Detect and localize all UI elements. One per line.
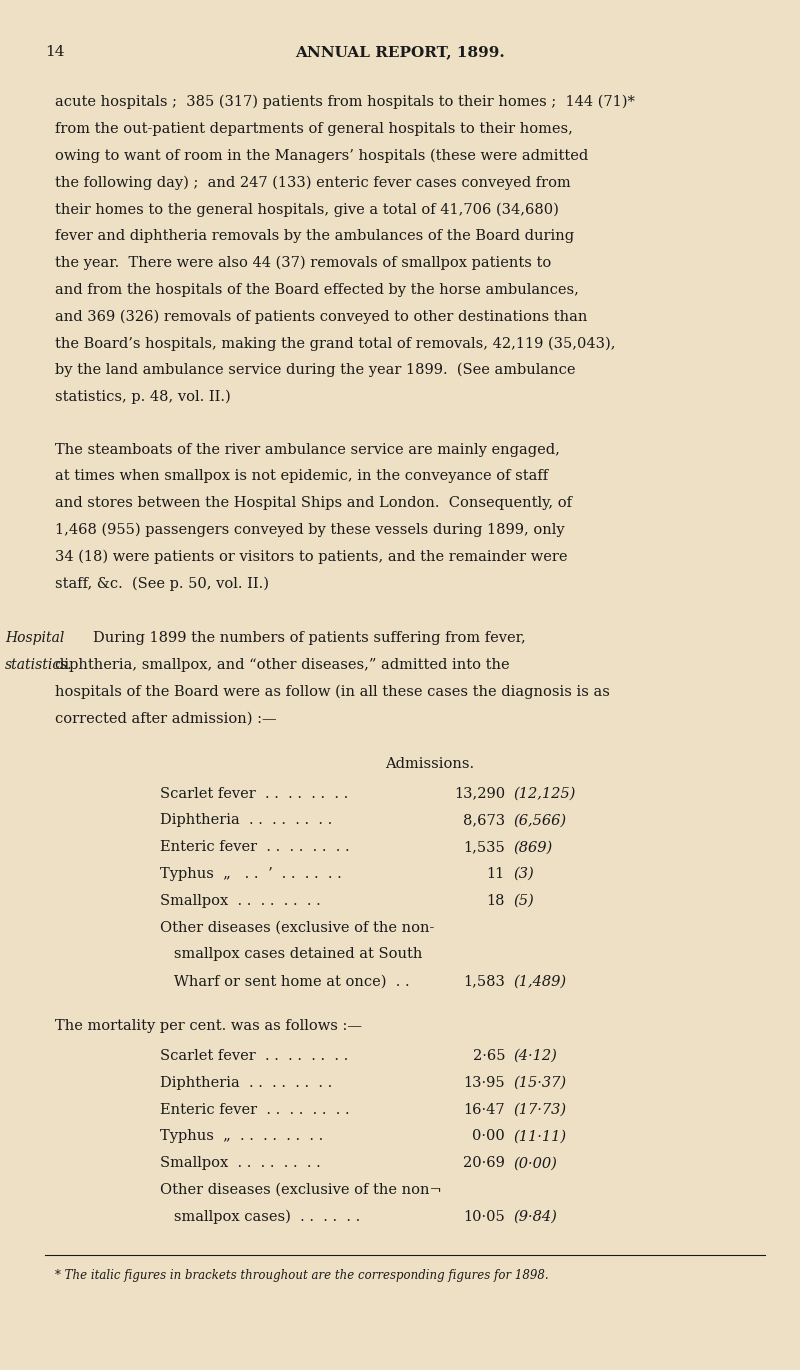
Text: the Board’s hospitals, making the grand total of removals, 42,119 (35,043),: the Board’s hospitals, making the grand …: [55, 336, 615, 351]
Text: smallpox cases detained at South: smallpox cases detained at South: [160, 948, 422, 962]
Text: 14: 14: [45, 45, 65, 59]
Text: (9·84): (9·84): [513, 1210, 557, 1223]
Text: Smallpox  . .  . .  . .  . .: Smallpox . . . . . . . .: [160, 1156, 321, 1170]
Text: (11·11): (11·11): [513, 1129, 566, 1144]
Text: corrected after admission) :—: corrected after admission) :—: [55, 712, 277, 726]
Text: The mortality per cent. was as follows :—: The mortality per cent. was as follows :…: [55, 1019, 362, 1033]
Text: 8,673: 8,673: [463, 814, 505, 827]
Text: acute hospitals ;  385 (317) patients from hospitals to their homes ;  144 (71)*: acute hospitals ; 385 (317) patients fro…: [55, 95, 635, 110]
Text: the year.  There were also 44 (37) removals of smallpox patients to: the year. There were also 44 (37) remova…: [55, 256, 551, 270]
Text: and from the hospitals of the Board effected by the horse ambulances,: and from the hospitals of the Board effe…: [55, 282, 579, 296]
Text: 2·65: 2·65: [473, 1049, 505, 1063]
Text: 13·95: 13·95: [463, 1075, 505, 1089]
Text: 18: 18: [486, 893, 505, 908]
Text: Hospital: Hospital: [5, 632, 64, 645]
Text: Typhus  „  . .  . .  . .  . .: Typhus „ . . . . . . . .: [160, 1129, 323, 1144]
Text: owing to want of room in the Managers’ hospitals (these were admitted: owing to want of room in the Managers’ h…: [55, 148, 588, 163]
Text: Other diseases (exclusive of the non¬: Other diseases (exclusive of the non¬: [160, 1184, 442, 1197]
Text: Diphtheria  . .  . .  . .  . .: Diphtheria . . . . . . . .: [160, 814, 332, 827]
Text: ANNUAL REPORT, 1899.: ANNUAL REPORT, 1899.: [295, 45, 505, 59]
Text: 34 (18) were patients or visitors to patients, and the remainder were: 34 (18) were patients or visitors to pat…: [55, 549, 567, 564]
Text: Scarlet fever  . .  . .  . .  . .: Scarlet fever . . . . . . . .: [160, 1049, 348, 1063]
Text: statistics, p. 48, vol. II.): statistics, p. 48, vol. II.): [55, 390, 230, 404]
Text: Scarlet fever  . .  . .  . .  . .: Scarlet fever . . . . . . . .: [160, 786, 348, 800]
Text: staff, &c.  (See p. 50, vol. II.): staff, &c. (See p. 50, vol. II.): [55, 577, 269, 590]
Text: 16·47: 16·47: [463, 1103, 505, 1117]
Text: statistics.: statistics.: [5, 658, 73, 673]
Text: The steamboats of the river ambulance service are mainly engaged,: The steamboats of the river ambulance se…: [55, 443, 560, 456]
Text: 1,583: 1,583: [463, 974, 505, 988]
Text: diphtheria, smallpox, and “other diseases,” admitted into the: diphtheria, smallpox, and “other disease…: [55, 658, 510, 673]
Text: at times when smallpox is not epidemic, in the conveyance of staff: at times when smallpox is not epidemic, …: [55, 470, 548, 484]
Text: (4·12): (4·12): [513, 1049, 557, 1063]
Text: 10·05: 10·05: [463, 1210, 505, 1223]
Text: (17·73): (17·73): [513, 1103, 566, 1117]
Text: fever and diphtheria removals by the ambulances of the Board during: fever and diphtheria removals by the amb…: [55, 229, 574, 242]
Text: During 1899 the numbers of patients suffering from fever,: During 1899 the numbers of patients suff…: [93, 632, 526, 645]
Text: Wharf or sent home at once)  . .: Wharf or sent home at once) . .: [160, 974, 410, 988]
Text: Enteric fever  . .  . .  . .  . .: Enteric fever . . . . . . . .: [160, 1103, 350, 1117]
Text: by the land ambulance service during the year 1899.  (See ambulance: by the land ambulance service during the…: [55, 363, 575, 377]
Text: from the out-patient departments of general hospitals to their homes,: from the out-patient departments of gene…: [55, 122, 573, 136]
Text: the following day) ;  and 247 (133) enteric fever cases conveyed from: the following day) ; and 247 (133) enter…: [55, 175, 570, 190]
Text: (3): (3): [513, 867, 534, 881]
Text: their homes to the general hospitals, give a total of 41,706 (34,680): their homes to the general hospitals, gi…: [55, 203, 559, 216]
Text: smallpox cases)  . .  . .  . .: smallpox cases) . . . . . .: [160, 1210, 360, 1225]
Text: Other diseases (exclusive of the non-: Other diseases (exclusive of the non-: [160, 921, 434, 934]
Text: 20·69: 20·69: [463, 1156, 505, 1170]
Text: and 369 (326) removals of patients conveyed to other destinations than: and 369 (326) removals of patients conve…: [55, 310, 587, 323]
Text: 0·00: 0·00: [472, 1129, 505, 1144]
Text: and stores between the Hospital Ships and London.  Consequently, of: and stores between the Hospital Ships an…: [55, 496, 572, 510]
Text: (6,566): (6,566): [513, 814, 566, 827]
Text: (869): (869): [513, 840, 552, 855]
Text: Typhus  „   . .  ʼ  . .  . .  . .: Typhus „ . . ʼ . . . . . .: [160, 867, 342, 881]
Text: 13,290: 13,290: [454, 786, 505, 800]
Text: (1,489): (1,489): [513, 974, 566, 988]
Text: (0·00): (0·00): [513, 1156, 557, 1170]
Text: * The italic figures in brackets throughout are the corresponding figures for 18: * The italic figures in brackets through…: [55, 1269, 549, 1281]
Text: 11: 11: [486, 867, 505, 881]
Text: Admissions.: Admissions.: [386, 756, 474, 770]
Text: hospitals of the Board were as follow (in all these cases the diagnosis is as: hospitals of the Board were as follow (i…: [55, 685, 610, 700]
Text: Enteric fever  . .  . .  . .  . .: Enteric fever . . . . . . . .: [160, 840, 350, 855]
Text: Diphtheria  . .  . .  . .  . .: Diphtheria . . . . . . . .: [160, 1075, 332, 1089]
Text: (5): (5): [513, 893, 534, 908]
Text: 1,535: 1,535: [463, 840, 505, 855]
Text: 1,468 (955) passengers conveyed by these vessels during 1899, only: 1,468 (955) passengers conveyed by these…: [55, 523, 565, 537]
Text: (12,125): (12,125): [513, 786, 575, 800]
Text: Smallpox  . .  . .  . .  . .: Smallpox . . . . . . . .: [160, 893, 321, 908]
Text: (15·37): (15·37): [513, 1075, 566, 1089]
